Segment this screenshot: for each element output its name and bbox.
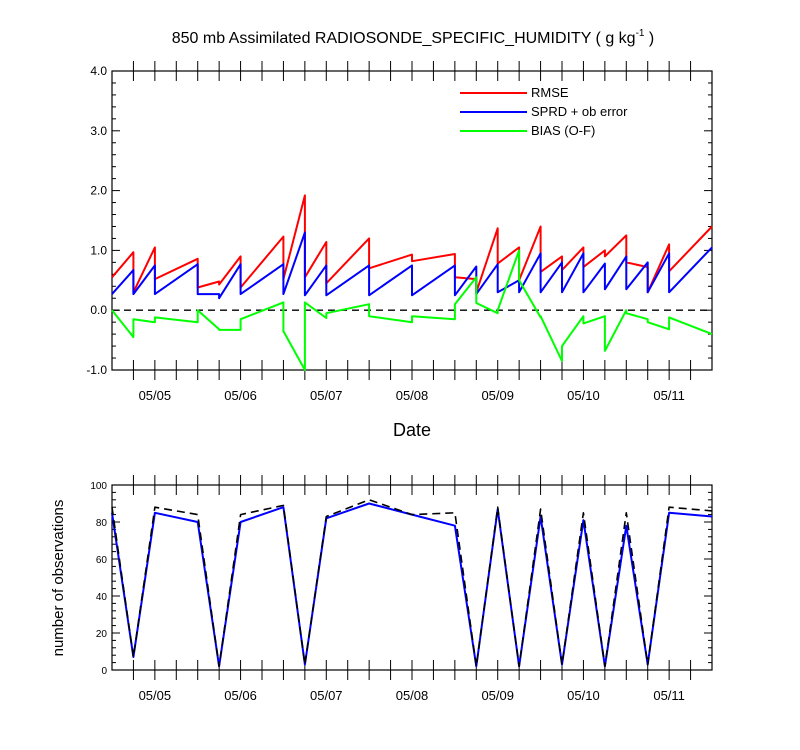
bottom-series-2-line — [111, 498, 713, 668]
top-xtick-label: 05/07 — [310, 388, 343, 403]
legend-label-3: BIAS (O-F) — [531, 123, 595, 138]
top-series-2-line — [111, 231, 713, 300]
top-x-axis-label: Date — [393, 420, 431, 440]
bottom-ytick-label: 100 — [90, 481, 107, 492]
bottom-ytick-label: 20 — [96, 629, 108, 640]
top-xtick-label: 05/05 — [139, 388, 172, 403]
bottom-series-1-line — [111, 502, 713, 668]
top-ytick-label: 1.0 — [90, 243, 107, 257]
bottom-frame — [111, 484, 713, 671]
bottom-xtick-label: 05/08 — [396, 688, 429, 703]
bottom-xtick-label: 05/05 — [139, 688, 172, 703]
top-ytick-label: 0.0 — [90, 303, 107, 317]
bottom-ytick-label: 40 — [96, 592, 108, 603]
legend-label-2: SPRD + ob error — [531, 104, 628, 119]
top-panel: -1.0 0.0 1.0 2.0 3.0 4.0 05/05 05/06 05/07 05/08 0… — [86, 61, 713, 403]
chart-title-end: ) — [644, 30, 654, 47]
top-xtick-label: 05/09 — [481, 388, 514, 403]
bottom-xtick-label: 05/11 — [653, 688, 685, 703]
chart-title-superscript: -1 — [636, 28, 645, 39]
chart-title: 850 mb Assimilated RADIOSONDE_SPECIFIC_H… — [172, 28, 655, 47]
top-xtick-label: 05/06 — [224, 388, 257, 403]
top-series-3-line — [111, 249, 713, 371]
bottom-xtick-label: 05/10 — [567, 688, 600, 703]
top-ytick-label: 4.0 — [90, 64, 107, 78]
bottom-xtick-label: 05/06 — [224, 688, 257, 703]
bottom-xtick-label: 05/09 — [481, 688, 514, 703]
bottom-panel: 0 20 40 60 80 100 05/05 05/06 05/07 05/08 05/09 05/… — [90, 475, 713, 703]
top-xtick-label: 05/10 — [567, 388, 600, 403]
top-ytick-label: 3.0 — [90, 124, 107, 138]
top-xtick-label: 05/08 — [396, 388, 429, 403]
bottom-ytick-label: 60 — [96, 555, 108, 566]
bottom-ytick-label: 80 — [96, 518, 108, 529]
bottom-ytick-label: 0 — [101, 666, 107, 677]
bottom-y-axis-label: number of observations — [50, 500, 67, 657]
top-ytick-label: -1.0 — [86, 363, 107, 377]
legend-label-1: RMSE — [531, 85, 569, 100]
bottom-xtick-label: 05/07 — [310, 688, 343, 703]
top-xtick-label: 05/11 — [653, 388, 685, 403]
top-ytick-label: 2.0 — [90, 184, 107, 198]
